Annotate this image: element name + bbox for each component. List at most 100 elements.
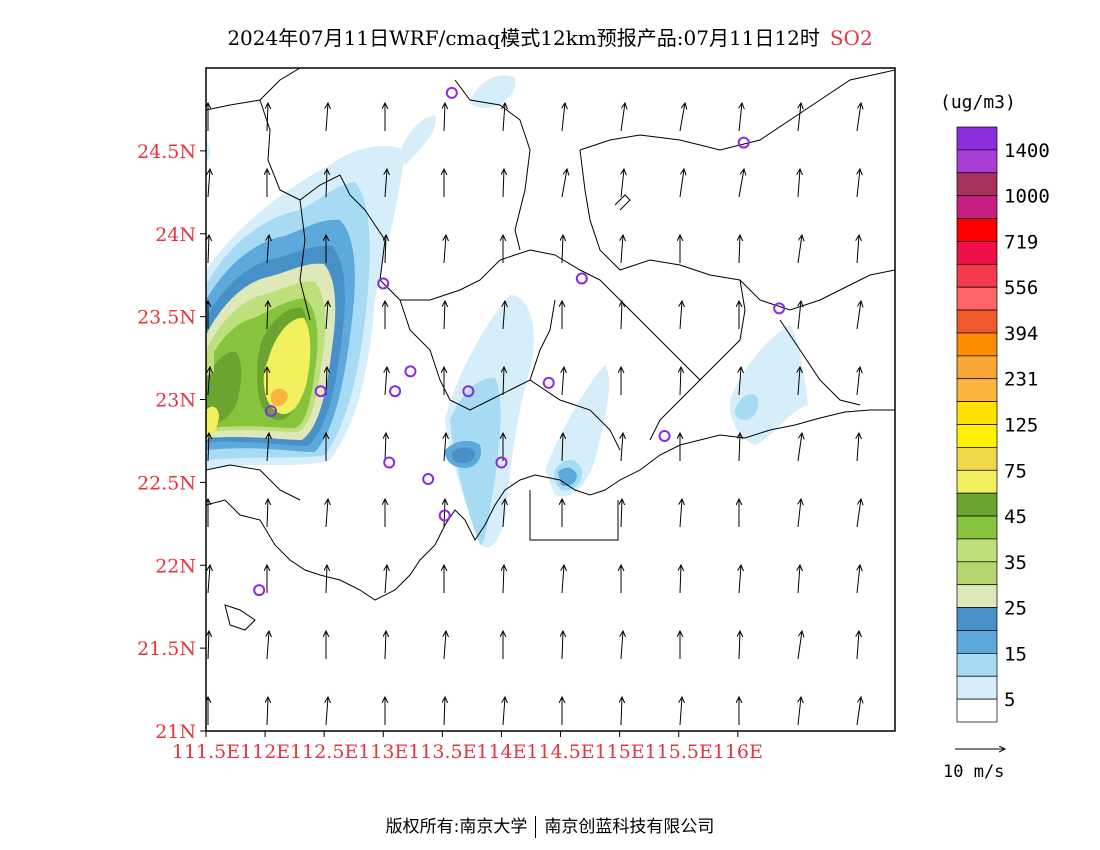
units-label: (ug/m3) xyxy=(940,92,1016,113)
wind-arrow xyxy=(326,301,328,330)
boundary-11 xyxy=(439,299,556,411)
wind-arrow xyxy=(798,499,801,528)
wind-arrow xyxy=(680,499,682,528)
wind-arrow xyxy=(562,103,565,132)
wind-arrow xyxy=(444,235,446,264)
wind-arrow xyxy=(857,235,859,264)
legend-label: 231 xyxy=(1004,369,1038,391)
wind-arrow xyxy=(739,565,741,594)
wind-arrow xyxy=(798,301,801,330)
station-marker xyxy=(658,429,671,442)
footer: 版权所有:南京大学 南京创蓝科技有限公司 xyxy=(0,812,1100,838)
wind-arrow xyxy=(444,103,445,132)
wind-arrow xyxy=(208,565,210,594)
legend-swatch xyxy=(956,630,998,654)
plume-light-blue-top-center xyxy=(470,75,516,108)
legend-swatch xyxy=(956,492,998,517)
legend-swatch xyxy=(956,241,998,265)
boundary-15 xyxy=(779,319,861,406)
wind-arrow xyxy=(503,103,505,132)
lat-tick-label: 23.5N xyxy=(137,307,196,329)
wind-arrow xyxy=(857,37,859,65)
plume-light-blue-nw xyxy=(206,140,211,160)
wind-arrow xyxy=(738,169,744,198)
wind-arrow xyxy=(385,631,386,660)
wind-arrow xyxy=(444,499,445,528)
legend-swatch xyxy=(956,286,998,311)
lat-tick-label: 22N xyxy=(155,555,196,577)
footer-separator xyxy=(535,816,537,838)
boundary-12 xyxy=(529,379,621,451)
wind-arrow xyxy=(797,235,802,264)
boundary-16 xyxy=(614,194,631,211)
boundary-10 xyxy=(649,279,746,441)
wind-vectors xyxy=(208,37,861,726)
lon-tick-label: 116E xyxy=(713,741,763,763)
wind-arrow xyxy=(621,301,622,330)
station-marker xyxy=(404,365,417,378)
wind-arrow xyxy=(385,169,387,198)
wind-arrow xyxy=(208,367,210,396)
wind-arrow xyxy=(798,565,800,594)
title-text: 2024年07月11日WRF/cmaq模式12km预报产品:07月11日12时 xyxy=(227,26,820,50)
station-marker xyxy=(495,456,508,469)
station-marker xyxy=(422,473,435,486)
lon-tick-label: 114.5E xyxy=(526,741,594,763)
legend-label: 5 xyxy=(1004,689,1015,711)
wind-arrow xyxy=(798,169,800,198)
station-marker xyxy=(575,272,588,285)
lat-tick-label: 23N xyxy=(155,390,196,412)
legend-swatch xyxy=(956,332,998,357)
legend-label: 719 xyxy=(1004,231,1038,253)
plume-light-blue-east xyxy=(729,325,808,445)
station-marker xyxy=(737,136,750,149)
wind-arrow xyxy=(267,433,269,462)
wind-arrow xyxy=(385,565,387,594)
legend-swatch xyxy=(956,218,998,242)
copyright-text: 版权所有:南京大学 xyxy=(385,817,528,837)
wind-arrow xyxy=(561,169,567,198)
wind-arrow xyxy=(503,367,504,396)
wind-arrow xyxy=(385,235,386,264)
wind-arrow xyxy=(857,433,859,462)
wind-arrow xyxy=(679,103,685,132)
wind-arrow xyxy=(798,103,801,132)
wind-arrow xyxy=(208,433,209,462)
island-leizhou xyxy=(224,604,256,631)
legend-swatch xyxy=(956,424,998,448)
wind-arrow xyxy=(856,697,861,726)
legend-swatch xyxy=(956,263,998,288)
wind-arrow xyxy=(621,433,623,462)
lon-tick-label: 115E xyxy=(595,741,645,763)
wind-arrow xyxy=(739,235,740,264)
wind-arrow xyxy=(857,631,859,660)
lon-tick-label: 113.5E xyxy=(408,741,476,763)
wind-arrow xyxy=(267,103,268,132)
station-marker xyxy=(438,509,451,522)
species-label: SO2 xyxy=(829,26,873,50)
legend-swatch xyxy=(956,561,998,586)
lon-tick-label: 112E xyxy=(240,741,290,763)
station-marker xyxy=(773,302,786,315)
wind-arrow xyxy=(267,631,269,660)
wind-arrow xyxy=(267,235,269,264)
wind-arrow xyxy=(621,169,624,198)
wind-arrow xyxy=(326,697,328,726)
lat-tick-label: 22.5N xyxy=(137,472,196,494)
wind-arrow xyxy=(385,367,387,396)
wind-arrow xyxy=(739,367,741,396)
wind-arrow xyxy=(856,103,861,132)
reference-vector-label: 10 m/s xyxy=(943,762,1005,782)
lat-tick-label: 24N xyxy=(155,224,196,246)
legend-swatch xyxy=(956,447,998,471)
wind-arrow xyxy=(444,37,446,65)
monitoring-stations xyxy=(253,86,786,597)
legend-label: 45 xyxy=(1004,506,1027,528)
wind-arrow xyxy=(208,169,210,198)
legend-swatch xyxy=(956,126,998,151)
wind-arrow xyxy=(680,565,681,594)
legend-swatch xyxy=(956,607,998,631)
boundary-6 xyxy=(554,254,701,381)
legend-label: 75 xyxy=(1004,460,1027,482)
